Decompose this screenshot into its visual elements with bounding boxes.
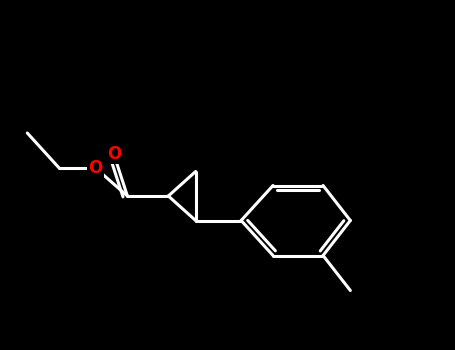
Text: O: O — [106, 145, 121, 163]
Text: O: O — [88, 159, 103, 177]
